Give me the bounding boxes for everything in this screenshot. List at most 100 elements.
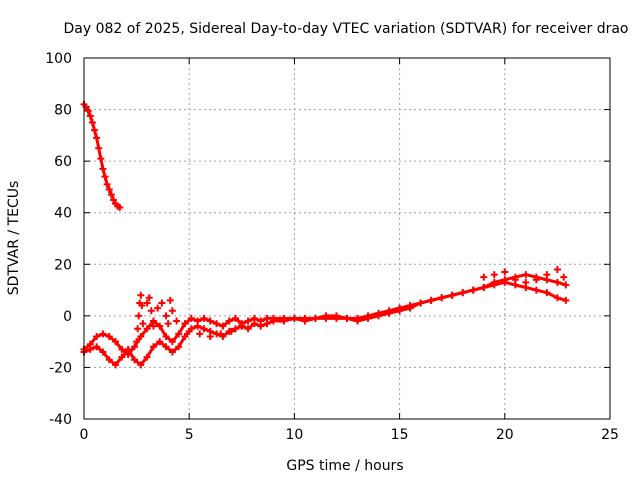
data-point-spikes [168, 307, 176, 315]
data-trace-track-a [555, 280, 568, 287]
data-point-spikes [206, 332, 214, 340]
data-trace-track-a [545, 278, 559, 284]
y-tick-label: 20 [54, 257, 72, 273]
data-trace-track-b [503, 280, 517, 287]
data-trace-track-b [524, 285, 538, 292]
y-tick-label: -40 [49, 412, 72, 428]
data-trace-track-a [534, 275, 549, 282]
x-tick-label: 10 [285, 427, 303, 443]
data-trace-track-b [429, 296, 444, 302]
data-point-spikes [134, 325, 142, 333]
data-point-spikes [149, 322, 157, 330]
data-point-spikes [238, 322, 246, 330]
data-point-spikes [196, 330, 204, 338]
data-point-spikes [480, 273, 488, 281]
data-trace-track-b [120, 347, 130, 359]
data-trace-track-a [356, 314, 370, 320]
data-trace-track-a [398, 304, 412, 310]
data-trace-track-b [492, 280, 507, 287]
data-trace-track-b [356, 316, 370, 323]
data-trace-track-a [177, 322, 187, 336]
y-axis-label: SDTVAR / TECUs [6, 181, 22, 296]
grid-lines [84, 58, 610, 419]
data-point-spikes [133, 338, 141, 346]
data-trace-track-b [282, 316, 296, 323]
data-trace-track-b [114, 355, 124, 367]
x-axis-label: GPS time / hours [286, 458, 403, 474]
data-point-spikes [139, 320, 147, 328]
y-tick-label: 60 [54, 154, 72, 170]
data-trace-track-b [534, 288, 549, 295]
data-trace-track-b [461, 288, 475, 295]
data-trace-track-a [387, 306, 402, 313]
data-trace-track-b [377, 311, 391, 318]
data-trace-track-b [145, 345, 155, 359]
data-point-spikes [158, 299, 166, 307]
data-trace-track-a [158, 324, 168, 338]
data-point-spikes [162, 312, 170, 320]
data-point-spikes [147, 307, 155, 315]
data-point-spikes [185, 327, 193, 335]
data-trace-decay [116, 204, 122, 210]
x-tick-label: 5 [185, 427, 194, 443]
data-trace-track-a [88, 334, 99, 346]
data-trace-track-b [139, 355, 149, 367]
data-points [80, 100, 570, 369]
x-tick-label: 0 [80, 427, 89, 443]
data-trace-track-a [139, 327, 149, 338]
data-trace-track-b [101, 350, 111, 362]
data-point-spikes [137, 291, 145, 299]
data-point-spikes [154, 304, 162, 312]
data-trace-track-b [177, 334, 187, 349]
data-point-spikes [532, 276, 540, 284]
data-trace-track-b [440, 293, 454, 300]
data-point-spikes [217, 330, 225, 338]
data-point-spikes [166, 296, 174, 304]
data-trace-track-b [398, 306, 412, 313]
data-point-spikes [560, 273, 568, 281]
x-tick-label: 15 [391, 427, 409, 443]
data-trace-track-b [419, 298, 433, 305]
data-trace-track-a [513, 273, 528, 279]
data-point-spikes [501, 268, 509, 276]
plot-border [83, 57, 611, 420]
data-trace-track-b [303, 316, 317, 323]
data-trace-track-b [545, 291, 559, 300]
data-trace-track-b [126, 347, 136, 362]
x-tick-label: 20 [496, 427, 514, 443]
data-trace-track-a [524, 273, 538, 279]
x-tick-label: 25 [601, 427, 619, 443]
data-point-spikes [135, 312, 143, 320]
data-trace-track-a [503, 275, 517, 282]
data-trace-track-b [482, 283, 496, 289]
data-point-spikes [543, 271, 551, 279]
data-trace-track-a [492, 278, 507, 284]
data-trace-decay [97, 146, 103, 161]
data-trace-track-b [292, 316, 307, 323]
data-trace-decay [95, 136, 101, 150]
data-trace-track-b [345, 316, 360, 323]
data-point-spikes [227, 327, 235, 335]
data-point-spikes [164, 320, 172, 328]
data-trace-track-b [387, 309, 402, 315]
data-point-spikes [511, 276, 519, 284]
data-point-spikes [553, 265, 561, 273]
data-trace-track-b [471, 285, 486, 292]
data-trace-track-b [555, 296, 568, 302]
data-trace-track-b [183, 327, 193, 338]
data-trace-decay [99, 157, 105, 171]
data-trace-track-b [408, 301, 423, 310]
data-trace-track-a [170, 332, 181, 344]
y-tick-label: 40 [54, 206, 72, 222]
data-point-spikes [173, 317, 181, 325]
data-point-spikes [490, 271, 498, 279]
data-trace-track-a [114, 340, 124, 351]
y-tick-label: 0 [63, 309, 72, 325]
y-tick-label: 80 [54, 103, 72, 119]
data-trace-track-b [366, 314, 381, 320]
data-trace-track-a [377, 309, 391, 315]
data-trace-track-b [513, 283, 528, 289]
y-tick-label: -20 [49, 360, 72, 376]
y-tick-label: 100 [45, 51, 72, 67]
